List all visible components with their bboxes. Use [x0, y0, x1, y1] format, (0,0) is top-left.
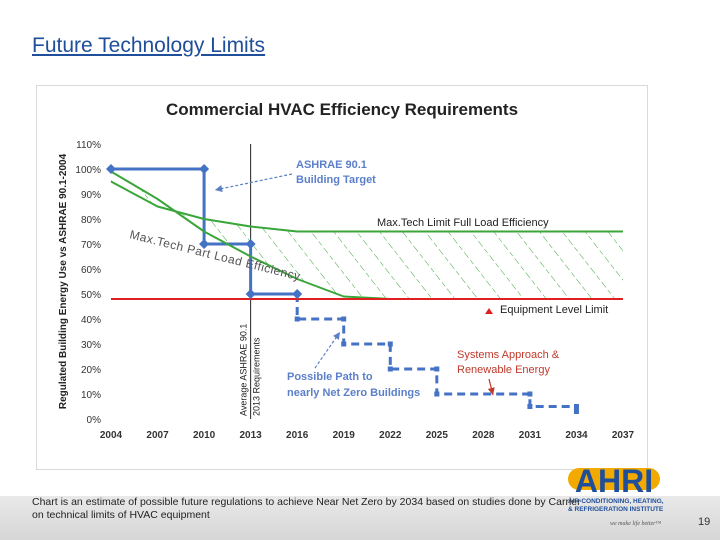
- series-line-2: [295, 294, 578, 412]
- chart-svg: Commercial HVAC Efficiency Requirements 0…: [58, 100, 635, 441]
- path-point-marker: [434, 391, 440, 397]
- y-tick-label: 80%: [81, 215, 101, 226]
- path-point-marker: [341, 341, 347, 347]
- slide-title: Future Technology Limits: [32, 34, 266, 57]
- logo-line2: & REFRIGERATION INSTITUTE: [568, 506, 664, 513]
- x-tick-label: 2031: [519, 430, 542, 441]
- x-tick-label: 2013: [240, 430, 263, 441]
- y-tick-label: 20%: [81, 365, 101, 376]
- efficiency-hatch-area: [111, 171, 623, 299]
- logo-wordmark: AHRI: [575, 463, 653, 496]
- x-tick-label: 2028: [472, 430, 495, 441]
- maxtech-full-label-line-1: Max.Tech Limit Full Load Efficiency: [377, 217, 549, 229]
- path-point-marker: [294, 316, 300, 322]
- x-tick-label: 2016: [286, 430, 309, 441]
- footer-band: [0, 496, 720, 540]
- target-point-marker: [245, 239, 256, 249]
- x-tick-label: 2007: [146, 430, 169, 441]
- possible-path-label-line-2: nearly Net Zero Buildings: [287, 387, 420, 399]
- y-tick-label: 100%: [75, 165, 101, 176]
- path-point-marker: [387, 366, 393, 372]
- series-line-3: [110, 180, 623, 233]
- equipment-limit-label-line-1: Equipment Level Limit: [500, 304, 608, 316]
- chart-title: Commercial HVAC Efficiency Requirements: [166, 100, 518, 119]
- logo-subtitle: AIR-CONDITIONING, HEATING, & REFRIGERATI…: [568, 498, 664, 514]
- path-point-marker: [527, 404, 533, 409]
- target-point-marker: [199, 164, 210, 174]
- logo-line1: AIR-CONDITIONING, HEATING,: [568, 498, 664, 505]
- y-tick-label: 50%: [81, 290, 101, 301]
- path-point-marker: [527, 391, 533, 397]
- equipment-limit-marker: [485, 308, 493, 314]
- x-tick-label: 2010: [193, 430, 216, 441]
- y-tick-label: 0%: [87, 415, 102, 426]
- path-point-marker: [573, 409, 579, 414]
- x-tick-label: 2019: [333, 430, 356, 441]
- path-point-marker: [573, 404, 579, 409]
- chart-frame: Commercial HVAC Efficiency Requirements 0…: [36, 85, 648, 470]
- ashrae-target-arrow: [214, 173, 293, 193]
- target-point-marker: [199, 239, 210, 249]
- page-number: 19: [698, 516, 711, 528]
- y-axis-title: Regulated Building Energy Use vs ASHRAE …: [58, 153, 69, 409]
- x-tick-label: 2034: [565, 430, 588, 441]
- target-point-marker: [245, 289, 256, 299]
- path-point-marker: [434, 366, 440, 372]
- path-point-marker: [341, 316, 347, 322]
- y-tick-label: 40%: [81, 315, 101, 326]
- x-tick-label: 2022: [379, 430, 402, 441]
- logo-tagline: we make life better™: [610, 521, 662, 527]
- y-tick-label: 70%: [81, 240, 101, 251]
- y-tick-label: 90%: [81, 190, 101, 201]
- ahri-logo-mark: AHRI: [568, 463, 660, 496]
- systems-approach-label-line-1: Systems Approach &: [457, 349, 560, 361]
- possible-path-arrow: [314, 331, 341, 369]
- chart-footnote: Chart is an estimate of possible future …: [32, 496, 581, 521]
- target-point-marker: [106, 164, 116, 174]
- vertical-marker-label-2: 2013 Requirements: [252, 337, 262, 416]
- x-tick-label: 2004: [100, 430, 123, 441]
- y-tick-label: 60%: [81, 265, 101, 276]
- vertical-marker-label-1: Average ASHRAE 90.1: [239, 324, 249, 416]
- x-tick-label: 2037: [612, 430, 635, 441]
- ashrae-target-label-line-1: ASHRAE 90.1: [296, 159, 367, 171]
- y-tick-label: 30%: [81, 340, 101, 351]
- ashrae-target-label-line-2: Building Target: [296, 174, 376, 186]
- x-tick-label: 2025: [426, 430, 449, 441]
- possible-path-label-line-1: Possible Path to: [287, 371, 373, 383]
- ahri-logo: AHRI AIR-CONDITIONING, HEATING, & REFRIG…: [560, 462, 670, 540]
- path-point-marker: [387, 341, 393, 347]
- y-tick-label: 10%: [81, 390, 101, 401]
- y-tick-label: 110%: [76, 140, 101, 151]
- path-point-marker: [294, 291, 300, 297]
- systems-approach-arrow: [487, 378, 495, 396]
- systems-approach-label-line-2: Renewable Energy: [457, 364, 550, 376]
